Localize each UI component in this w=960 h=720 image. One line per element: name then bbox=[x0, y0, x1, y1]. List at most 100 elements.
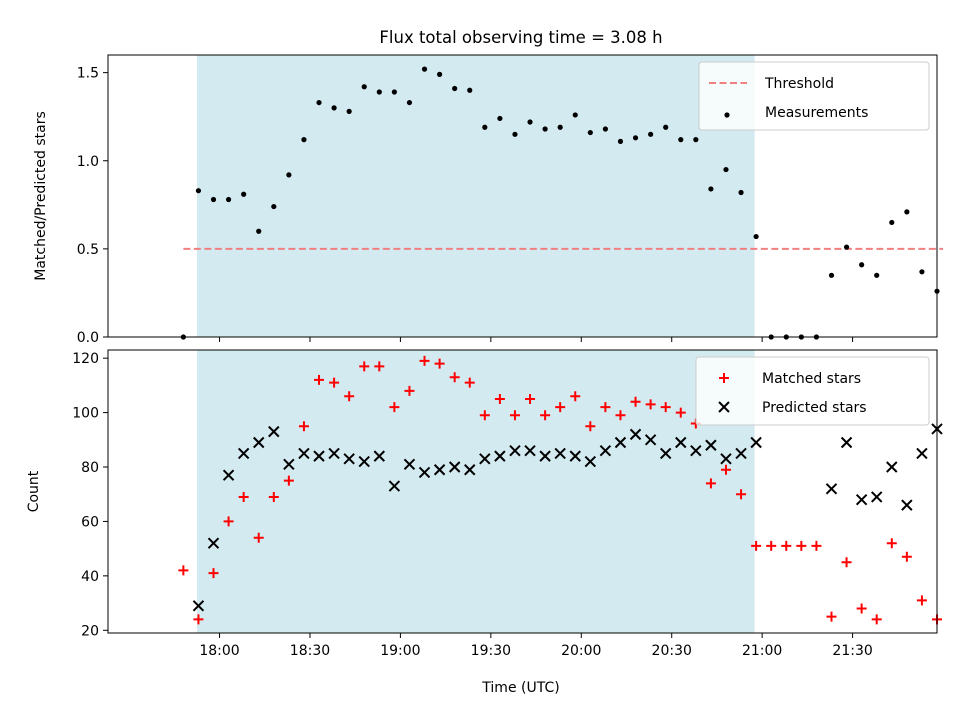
matched-point bbox=[600, 402, 611, 413]
predicted-point bbox=[403, 458, 416, 470]
matched-point bbox=[736, 489, 747, 500]
y-axis-label: Count bbox=[26, 470, 42, 512]
measurement-point bbox=[406, 99, 413, 106]
measurement-point bbox=[482, 124, 488, 130]
x-tick-label: 20:30 bbox=[652, 643, 692, 659]
matched-point bbox=[630, 396, 641, 407]
predicted-point bbox=[524, 444, 536, 457]
matched-point bbox=[464, 377, 475, 388]
predicted-point bbox=[659, 447, 672, 460]
matched-point bbox=[449, 372, 460, 383]
predicted-point bbox=[268, 425, 280, 438]
measurement-point bbox=[663, 124, 669, 130]
measurement-point bbox=[331, 105, 337, 111]
measurement-point bbox=[632, 135, 639, 141]
measurement-point bbox=[391, 89, 397, 95]
measurement-point bbox=[256, 228, 262, 234]
predicted-point bbox=[222, 469, 235, 481]
legend-box bbox=[698, 61, 930, 131]
measurement-point bbox=[828, 272, 835, 278]
y-tick-label: 1.0 bbox=[77, 154, 99, 170]
measurement-point bbox=[889, 219, 895, 226]
measurement-point bbox=[904, 209, 910, 215]
predicted-point bbox=[509, 444, 521, 457]
matched-point bbox=[389, 402, 400, 413]
matched-point bbox=[901, 551, 912, 562]
top-panel: 0.0 0.5 1.0 1.5 Matched/Predicted stars Thres… bbox=[33, 54, 944, 346]
matched-point bbox=[766, 540, 777, 551]
measurement-point bbox=[512, 131, 518, 137]
predicted-point bbox=[750, 436, 762, 449]
matched-point bbox=[585, 421, 596, 432]
matched-point bbox=[283, 475, 294, 486]
y-tick-label: 1.5 bbox=[77, 66, 99, 82]
predicted-point bbox=[298, 447, 310, 460]
matched-point bbox=[509, 410, 520, 421]
predicted-point bbox=[871, 491, 883, 503]
y-tick-label: 120 bbox=[72, 351, 99, 367]
measurement-point bbox=[723, 166, 729, 173]
y-tick-label: 0.0 bbox=[77, 330, 99, 346]
matched-point bbox=[223, 516, 234, 527]
legend-label: Measurements bbox=[765, 105, 868, 121]
y-tick-label: 0.5 bbox=[77, 242, 99, 258]
matched-point bbox=[645, 399, 656, 410]
y-axis-label: Matched/Predicted stars bbox=[33, 111, 49, 281]
x-axis-label: Time (UTC) bbox=[481, 680, 559, 696]
matched-point bbox=[555, 402, 566, 413]
predicted-point bbox=[448, 461, 461, 473]
measurement-point bbox=[452, 85, 458, 92]
measurement-point bbox=[572, 112, 578, 118]
predicted-point bbox=[343, 453, 355, 465]
measurement-point bbox=[919, 269, 925, 275]
legend-matched-swatch bbox=[719, 373, 729, 383]
measurement-point bbox=[271, 203, 277, 210]
matched-point bbox=[781, 540, 792, 551]
measurement-point bbox=[708, 186, 714, 192]
measurement-point bbox=[602, 126, 609, 132]
predicted-point bbox=[192, 600, 205, 612]
legend: Matched stars Predicted stars bbox=[695, 356, 930, 426]
matched-point bbox=[253, 532, 264, 543]
measurement-point bbox=[527, 119, 533, 125]
matched-point bbox=[886, 538, 897, 549]
measurement-point bbox=[225, 196, 232, 203]
matched-point bbox=[314, 374, 325, 385]
x-tick-label: 19:30 bbox=[471, 643, 511, 659]
matched-point bbox=[841, 557, 852, 568]
matched-point bbox=[238, 491, 249, 502]
bottom-panel: 20 40 60 80 100 120 18:00 18:30 19:00 19:30 20:00 2… bbox=[26, 349, 943, 659]
matched-point bbox=[344, 391, 355, 402]
measurement-point bbox=[210, 196, 217, 203]
matched-point bbox=[615, 410, 626, 421]
y-tick-label: 80 bbox=[81, 460, 99, 476]
predicted-point bbox=[494, 450, 506, 462]
predicted-point bbox=[237, 447, 250, 460]
matched-point bbox=[374, 361, 385, 372]
matched-point bbox=[494, 393, 505, 404]
legend-predicted-swatch bbox=[718, 401, 730, 413]
series-dot bbox=[180, 66, 940, 340]
matched-point bbox=[751, 540, 762, 551]
predicted-point bbox=[433, 464, 446, 476]
matched-point bbox=[208, 568, 219, 579]
matched-point bbox=[540, 410, 551, 421]
predicted-point bbox=[705, 439, 717, 451]
predicted-point bbox=[735, 447, 747, 460]
measurement-point bbox=[587, 129, 593, 136]
measurement-point bbox=[361, 84, 367, 90]
measurement-point bbox=[467, 87, 473, 93]
x-tick-label: 18:30 bbox=[290, 643, 330, 659]
measurement-point bbox=[557, 124, 563, 130]
measurement-point bbox=[843, 244, 850, 250]
predicted-point bbox=[569, 450, 581, 462]
matched-point bbox=[856, 603, 867, 614]
axes-frame bbox=[107, 349, 938, 634]
predicted-point bbox=[584, 455, 597, 468]
predicted-point bbox=[614, 436, 627, 449]
predicted-point bbox=[690, 444, 702, 457]
legend-label: Threshold bbox=[764, 76, 834, 92]
measurement-point bbox=[678, 137, 684, 143]
measurement-point bbox=[859, 262, 865, 268]
matched-point bbox=[193, 614, 204, 625]
